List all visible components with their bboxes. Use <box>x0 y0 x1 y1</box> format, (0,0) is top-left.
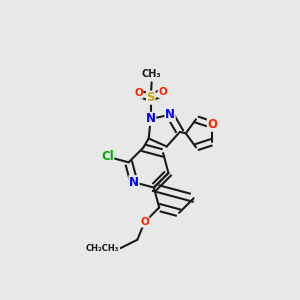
Text: O: O <box>140 217 149 227</box>
Text: CH₃: CH₃ <box>142 69 161 79</box>
Text: N: N <box>146 112 156 125</box>
Text: CH₂CH₃: CH₂CH₃ <box>86 244 119 253</box>
Text: N: N <box>165 108 175 121</box>
Text: S: S <box>146 91 155 104</box>
Text: O: O <box>207 118 218 131</box>
Text: O: O <box>134 88 143 98</box>
Text: N: N <box>129 176 139 189</box>
Text: Cl: Cl <box>101 150 114 163</box>
Text: O: O <box>158 87 167 98</box>
